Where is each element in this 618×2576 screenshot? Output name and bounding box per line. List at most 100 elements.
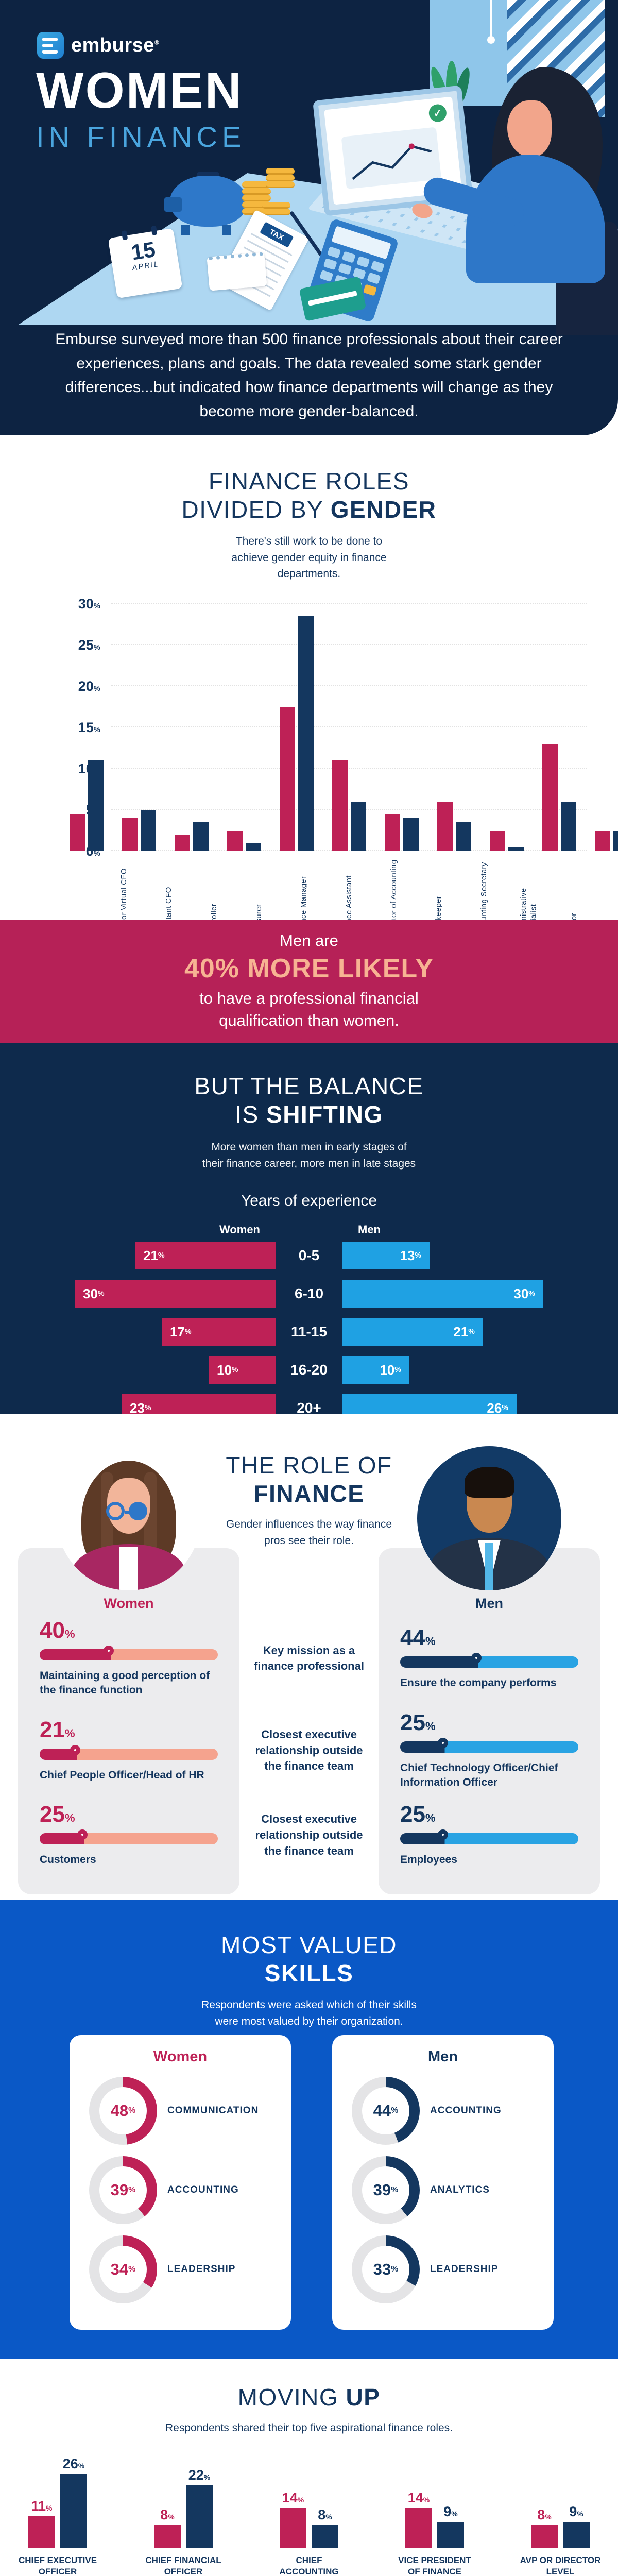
- y-axis-label: 30%: [78, 596, 100, 612]
- role-row: 25% Customers Closest executive relationsh…: [18, 1803, 600, 1867]
- tornado-chart-title: Years of experience: [241, 1192, 377, 1210]
- men-stat-cell: 25% Chief Technology Officer/Chief Inform…: [379, 1711, 600, 1790]
- stat-slider[interactable]: [40, 1646, 218, 1660]
- bar-pair: 14% 8%: [280, 2489, 338, 2548]
- stat-caption: Ensure the company performs: [400, 1677, 557, 1689]
- stat-slider[interactable]: [40, 1744, 218, 1760]
- x-axis-label: Auditor: [569, 857, 579, 920]
- bar-women: [594, 830, 610, 851]
- men-bar: 21%: [342, 1318, 483, 1346]
- bar-women: [69, 814, 85, 851]
- bar-pair: 11% 26%: [28, 2456, 87, 2548]
- bar-group: [332, 760, 366, 851]
- emburse-logo: emburse®: [37, 32, 159, 59]
- bar-pair: 8% 9%: [531, 2505, 590, 2548]
- stat-percent: 25%: [400, 1802, 436, 1827]
- bar-group: [594, 830, 618, 851]
- intro-paragraph: Emburse surveyed more than 500 finance p…: [55, 331, 563, 420]
- bar-value-label: 8%: [537, 2506, 552, 2522]
- women-column-label: Women: [104, 1596, 154, 1611]
- bar-men: [312, 2524, 338, 2548]
- bar-men: [245, 842, 261, 851]
- section-balance-shifting: BUT THE BALANCE IS SHIFTING More women t…: [0, 1043, 618, 1414]
- women-bar-cell: 23%: [18, 1394, 276, 1414]
- slider-knob-icon[interactable]: [437, 1737, 448, 1748]
- notepad-icon: [207, 252, 267, 291]
- bar-women: [122, 818, 138, 851]
- x-axis-labels: CFO or Virtual CFO Assistant CFO Controlle…: [111, 857, 587, 920]
- skill-donut-chart: 39%: [89, 2156, 157, 2224]
- women-bar: 10%: [209, 1356, 276, 1384]
- laptop-screen-icon: ✓: [313, 85, 473, 216]
- section-subtitle: There's still work to be done to achieve…: [231, 535, 387, 580]
- bar-column: 9%: [437, 2505, 464, 2548]
- banner-highlight: 40% MORE LIKELY: [184, 953, 434, 984]
- slider-knob-icon[interactable]: [437, 1829, 448, 1840]
- skill-donut-row: 34% LEADERSHIP: [70, 2235, 291, 2303]
- bar-group: [174, 822, 209, 851]
- x-label-cell: Controller: [201, 857, 227, 920]
- bar-group: 11% 26% CHIEF EXECUTIVE OFFICER: [14, 2456, 101, 2576]
- stat-slider[interactable]: [40, 1829, 218, 1845]
- bar-group: [279, 616, 314, 851]
- x-label-cell: Auditor: [561, 857, 587, 920]
- y-axis-label: 15%: [78, 719, 100, 735]
- stat-slider[interactable]: [400, 1737, 578, 1753]
- stat-percent: 25%: [40, 1802, 75, 1827]
- role-row-label: Closest executive relationship outside t…: [255, 1727, 363, 1773]
- bars-row: [69, 616, 618, 851]
- women-bar: 23%: [122, 1394, 276, 1414]
- range-label: 16-20: [290, 1362, 328, 1378]
- stat-slider[interactable]: [400, 1653, 578, 1668]
- bar-men: [563, 2522, 590, 2548]
- men-bar: 30%: [342, 1280, 543, 1308]
- slider-knob-icon[interactable]: [104, 1646, 114, 1656]
- x-label-cell: Accounting Secretary: [471, 857, 497, 920]
- skill-donut-row: 39% ANALYTICS: [332, 2156, 554, 2224]
- slider-knob-icon[interactable]: [471, 1653, 482, 1664]
- bar-men: [298, 616, 314, 851]
- section-title: THE ROLE OF FINANCE: [226, 1452, 392, 1507]
- stat-caption: Chief Technology Officer/Chief Informati…: [400, 1761, 558, 1789]
- tornado-men-header: Men: [358, 1223, 381, 1236]
- section-subtitle: More women than men in early stages of t…: [202, 1141, 416, 1170]
- skill-donut-row: 44% ACCOUNTING: [332, 2077, 554, 2145]
- donut-value: 39%: [99, 2166, 147, 2214]
- men-column-label: Men: [475, 1596, 503, 1611]
- bar-men: [455, 822, 471, 851]
- range-label: 6-10: [294, 1285, 324, 1302]
- category-label: CHIEF FINANCIAL OFFICER: [145, 2555, 221, 2576]
- stat-percent: 44%: [400, 1625, 436, 1651]
- x-axis-label: CFO or Virtual CFO: [119, 868, 128, 920]
- gridline-0pct: [111, 850, 587, 851]
- slider-knob-icon[interactable]: [77, 1829, 88, 1840]
- range-label: 11-15: [290, 1324, 328, 1340]
- x-axis-label: Director of Accounting: [389, 859, 399, 920]
- bar-group: 14% 8% CHIEF ACCOUNTING OFFICER: [265, 2489, 353, 2576]
- bar-men: [186, 2485, 213, 2548]
- bar-group: [542, 743, 576, 851]
- bar-column: 8%: [531, 2506, 558, 2548]
- bar-men: [437, 2522, 464, 2548]
- slider-knob-icon[interactable]: [70, 1744, 80, 1755]
- x-label-cell: Bookkeeper: [426, 857, 452, 920]
- bar-men: [613, 830, 618, 851]
- category-label: VICE PRESIDENT OF FINANCE: [398, 2555, 471, 2576]
- stat-slider[interactable]: [400, 1829, 578, 1845]
- bar-group: [437, 801, 471, 851]
- men-bar: 10%: [342, 1356, 409, 1384]
- bar-men: [350, 801, 366, 851]
- gridline-10pct: [111, 767, 587, 769]
- stat-caption: Customers: [40, 1854, 96, 1866]
- gridline-25pct: [111, 643, 587, 645]
- section-subtitle: Gender influences the way finance pros s…: [226, 1518, 392, 1547]
- stat-caption: Maintaining a good perception of the fin…: [40, 1670, 210, 1697]
- range-label: 0-5: [298, 1247, 320, 1264]
- bar-value-label: 14%: [282, 2489, 304, 2505]
- bar-value-label: 11%: [31, 2498, 53, 2514]
- bar-value-label: 14%: [407, 2489, 430, 2505]
- bar-men: [88, 760, 104, 851]
- bar-women: [28, 2516, 55, 2548]
- donut-value: 44%: [362, 2087, 409, 2134]
- role-row-label: Closest executive relationship outside t…: [255, 1812, 363, 1857]
